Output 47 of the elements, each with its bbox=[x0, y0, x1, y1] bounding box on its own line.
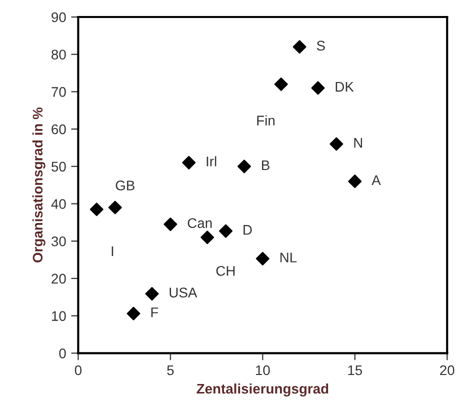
y-axis-title: Organisationsgrad in % bbox=[32, 108, 46, 262]
annotation: S bbox=[316, 40, 325, 51]
annotation: D bbox=[244, 225, 252, 235]
annotation: A bbox=[372, 175, 381, 185]
point bbox=[292, 40, 306, 54]
point bbox=[126, 306, 140, 320]
point bbox=[330, 137, 344, 151]
annotation: Irl bbox=[206, 156, 216, 166]
x-tick-label: 10 bbox=[256, 365, 270, 376]
point bbox=[200, 230, 214, 244]
annotation: Can bbox=[188, 218, 212, 228]
x-tick-label: 20 bbox=[440, 365, 454, 376]
y-tick-label: 50 bbox=[52, 162, 66, 172]
y-tick-label: 30 bbox=[51, 236, 66, 246]
annotation: I bbox=[112, 246, 114, 256]
y-tick-label: 90 bbox=[52, 12, 66, 22]
point bbox=[237, 160, 251, 174]
point bbox=[219, 224, 233, 238]
y-tick-label: 80 bbox=[52, 50, 66, 60]
x-tick-label: 0 bbox=[74, 365, 82, 376]
annotation: N bbox=[354, 138, 362, 148]
annotation: NL bbox=[280, 252, 297, 262]
annotation: F bbox=[151, 308, 158, 318]
y-tick-label: 20 bbox=[52, 274, 66, 284]
annotation: B bbox=[262, 160, 270, 170]
y-tick-label: 60 bbox=[52, 124, 66, 134]
annotation: Fin bbox=[257, 115, 274, 126]
point bbox=[164, 218, 178, 232]
annotation: GB bbox=[116, 180, 134, 190]
point bbox=[108, 200, 122, 214]
annotation: DK bbox=[336, 82, 354, 92]
point bbox=[256, 252, 270, 266]
point bbox=[182, 156, 196, 170]
y-tick-label: 0 bbox=[59, 348, 66, 358]
point bbox=[274, 77, 288, 91]
x-axis-title: Zentalisierungsgrad bbox=[196, 383, 328, 396]
y-tick-label: 10 bbox=[52, 311, 66, 321]
point bbox=[348, 174, 362, 188]
x-tick-label: 5 bbox=[167, 365, 174, 376]
y-tick-label: 70 bbox=[52, 87, 66, 97]
point bbox=[145, 287, 159, 301]
y-tick-label: 40 bbox=[51, 199, 66, 209]
x-tick-label: 15 bbox=[348, 365, 362, 376]
point bbox=[90, 202, 104, 216]
annotation: USA bbox=[170, 288, 198, 298]
annotation: CH bbox=[216, 266, 235, 276]
point bbox=[311, 81, 325, 95]
